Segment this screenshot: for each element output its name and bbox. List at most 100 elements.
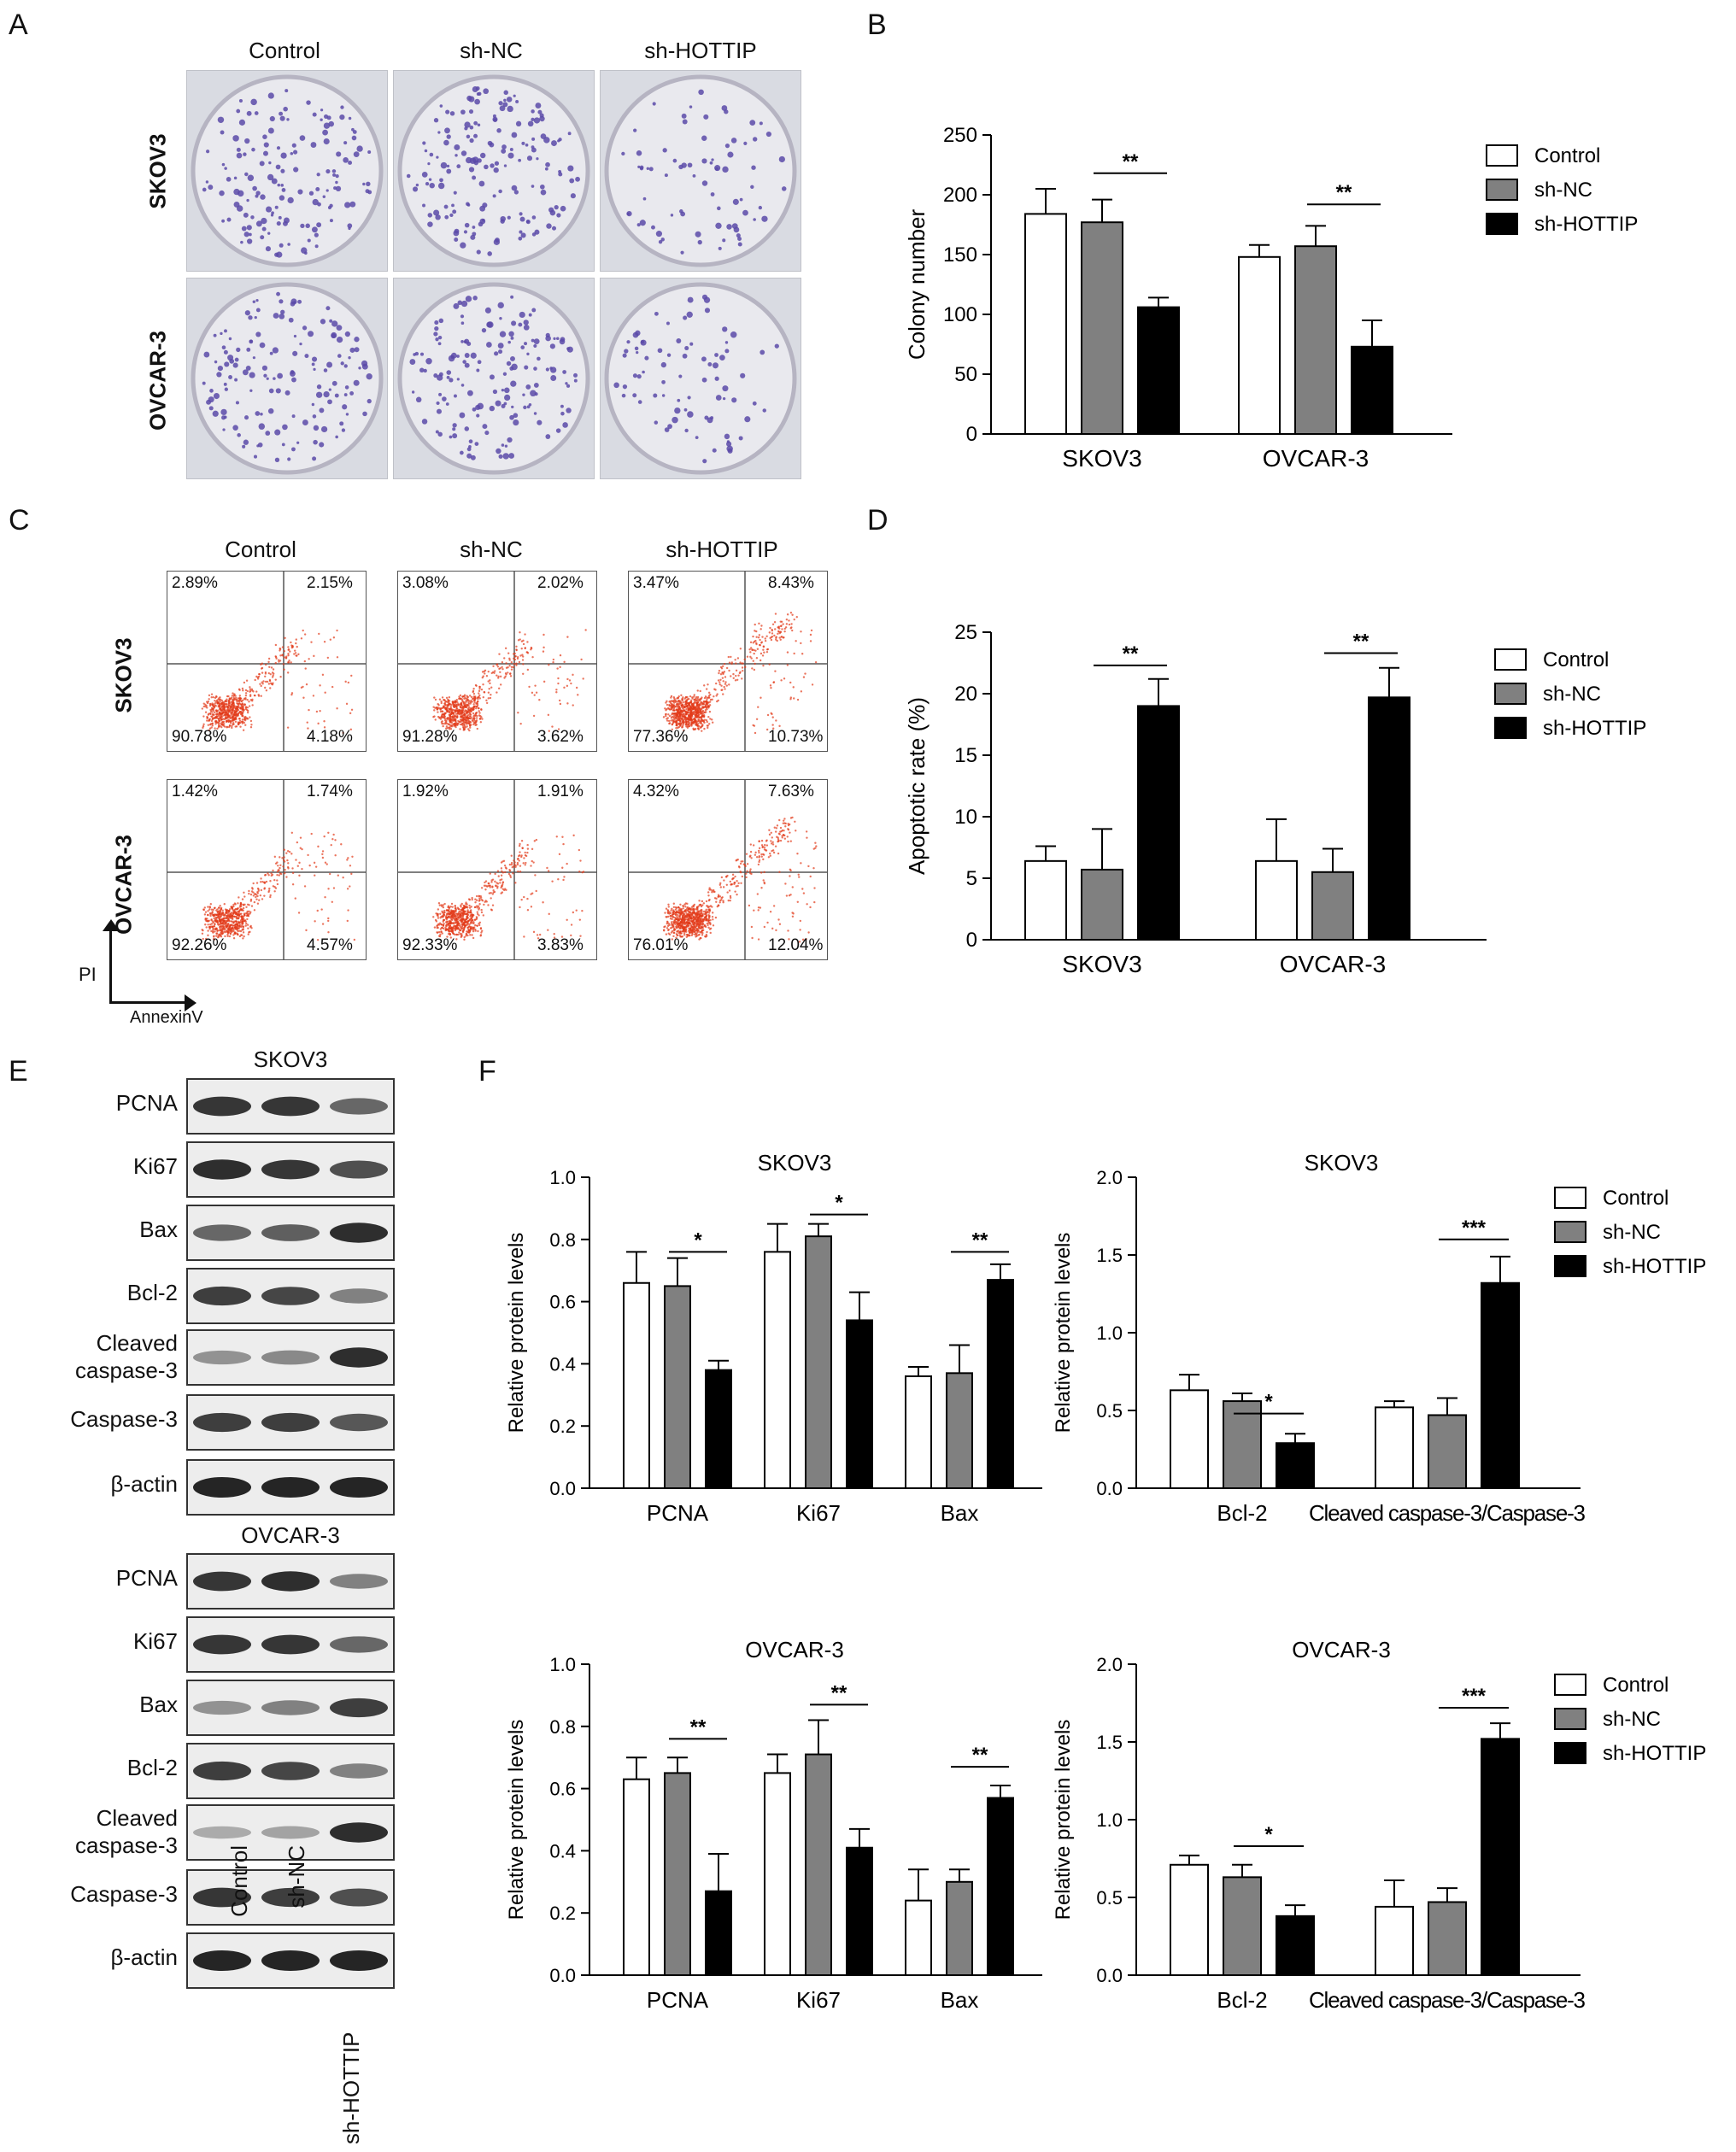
- colony-dot: [759, 121, 763, 126]
- event-dot: [233, 698, 236, 701]
- event-dot: [749, 651, 752, 654]
- event-dot: [274, 678, 277, 681]
- event-dot: [477, 707, 480, 710]
- event-dot: [279, 648, 282, 651]
- event-dot: [491, 893, 495, 895]
- colony-dot: [213, 333, 217, 337]
- event-dot: [208, 908, 211, 911]
- event-dot: [689, 699, 693, 702]
- event-dot: [774, 670, 777, 672]
- event-dot: [299, 847, 302, 849]
- colony-dot: [750, 185, 754, 189]
- event-dot: [707, 715, 710, 718]
- colony-dot: [701, 158, 707, 164]
- event-dot: [214, 918, 217, 921]
- event-dot: [761, 636, 764, 638]
- event-dot: [717, 679, 720, 682]
- event-dot: [687, 708, 690, 712]
- colony-dot: [329, 203, 333, 208]
- event-dot: [471, 896, 473, 900]
- colony-dot: [290, 151, 294, 155]
- event-dot: [536, 934, 539, 936]
- event-dot: [735, 674, 737, 677]
- colony-dot: [348, 161, 353, 165]
- event-dot: [466, 704, 469, 707]
- event-dot: [239, 902, 243, 905]
- event-dot: [753, 724, 756, 727]
- colony-dot: [453, 394, 457, 398]
- event-dot: [236, 701, 238, 705]
- event-dot: [497, 675, 500, 677]
- event-dot: [694, 708, 696, 711]
- event-dot: [526, 843, 529, 847]
- event-dot: [490, 686, 493, 689]
- event-dot: [694, 698, 696, 701]
- event-dot: [208, 719, 210, 723]
- event-dot: [708, 701, 712, 703]
- colony-dot: [525, 144, 529, 147]
- colony-dot: [221, 219, 225, 223]
- event-dot: [455, 712, 458, 715]
- event-dot: [282, 663, 285, 666]
- event-dot: [443, 918, 446, 922]
- event-dot: [465, 901, 467, 904]
- event-dot: [235, 916, 238, 918]
- colony-dot: [569, 178, 575, 184]
- event-dot: [501, 870, 503, 872]
- event-dot: [232, 716, 234, 718]
- colony-dot: [237, 433, 241, 437]
- event-dot: [207, 906, 209, 908]
- event-dot: [240, 934, 243, 936]
- event-dot: [444, 727, 448, 730]
- event-dot: [455, 926, 458, 929]
- event-dot: [694, 727, 697, 730]
- event-dot: [214, 916, 217, 919]
- colony-dot: [537, 356, 541, 361]
- event-dot: [490, 892, 492, 894]
- colony-dot: [278, 215, 282, 220]
- event-dot: [213, 917, 215, 920]
- event-dot: [440, 915, 443, 918]
- event-dot: [666, 915, 670, 918]
- colony-dot: [707, 362, 713, 366]
- event-dot: [201, 707, 204, 710]
- colony-dot: [661, 379, 666, 384]
- event-dot: [441, 910, 443, 912]
- colony-dot: [288, 317, 294, 323]
- event-dot: [232, 692, 234, 695]
- event-dot: [290, 693, 293, 696]
- colony-dot: [660, 237, 665, 242]
- event-dot: [666, 707, 668, 711]
- colony-dot: [236, 108, 241, 114]
- event-dot: [247, 914, 250, 918]
- colony-dot: [653, 393, 658, 398]
- event-dot: [679, 717, 683, 719]
- event-dot: [449, 713, 451, 717]
- event-dot: [265, 689, 268, 692]
- event-dot: [751, 667, 754, 670]
- colony-dot: [291, 377, 296, 383]
- event-dot: [530, 865, 532, 867]
- event-dot: [525, 861, 527, 865]
- event-dot: [449, 711, 451, 714]
- event-dot: [212, 695, 215, 699]
- event-dot: [244, 920, 247, 923]
- event-dot: [204, 918, 208, 920]
- event-dot: [798, 941, 801, 943]
- colony-dot: [336, 325, 343, 331]
- event-dot: [449, 929, 452, 933]
- colony-dot: [470, 352, 477, 359]
- colony-dot: [510, 380, 517, 387]
- event-dot: [575, 686, 578, 689]
- event-dot: [229, 927, 232, 929]
- colony-dot: [487, 321, 494, 328]
- colony-dot: [466, 95, 472, 102]
- event-dot: [785, 623, 789, 625]
- colony-dot: [439, 104, 443, 108]
- colony-dot: [515, 120, 522, 127]
- quadrant-lr-value: 3.83%: [537, 936, 584, 954]
- event-dot: [487, 882, 490, 885]
- colony-dot: [566, 408, 572, 413]
- event-dot: [457, 702, 460, 705]
- event-dot: [224, 935, 226, 938]
